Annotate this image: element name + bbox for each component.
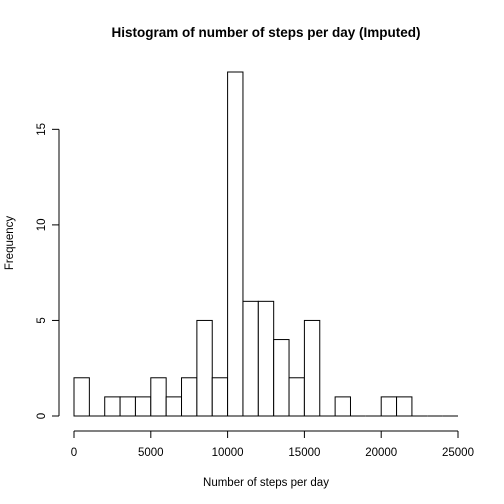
x-tick-label: 5000 [138,447,164,459]
histogram-bar [273,339,290,417]
y-tick-label: 5 [36,317,48,323]
chart-title: Histogram of number of steps per day (Im… [111,25,420,40]
histogram-bar [181,377,198,417]
histogram-bar [150,377,167,417]
histogram-bar [288,377,305,417]
x-axis: 0 5000 10000 15000 20000 25000 [71,430,474,459]
histogram-bar [165,396,183,417]
histogram-bar [380,396,398,417]
y-axis: 0 5 10 15 [36,123,60,419]
histogram-bar [104,396,121,417]
histogram-bar [396,396,413,417]
x-tick-label: 25000 [442,447,474,459]
x-tick-label: 15000 [288,447,320,459]
histogram-bar [211,377,229,417]
histogram-bar [134,396,152,417]
histogram-bar [119,396,136,417]
histogram-bar [242,300,259,417]
x-tick-label: 10000 [212,447,244,459]
histogram-bar [257,300,275,417]
bars-group [73,71,458,417]
y-tick-label: 10 [36,218,48,231]
histogram-bar [303,319,321,417]
y-tick-label: 0 [36,413,48,419]
x-tick-label: 0 [71,447,77,459]
y-axis-label: Frequency [4,216,16,271]
x-axis-label: Number of steps per day [203,477,329,489]
histogram-bar [73,377,90,417]
histogram-bar [334,396,351,417]
histogram-bar [196,319,213,417]
y-tick-label: 15 [36,123,48,136]
x-tick-label: 20000 [365,447,397,459]
histogram-bar [227,71,244,417]
